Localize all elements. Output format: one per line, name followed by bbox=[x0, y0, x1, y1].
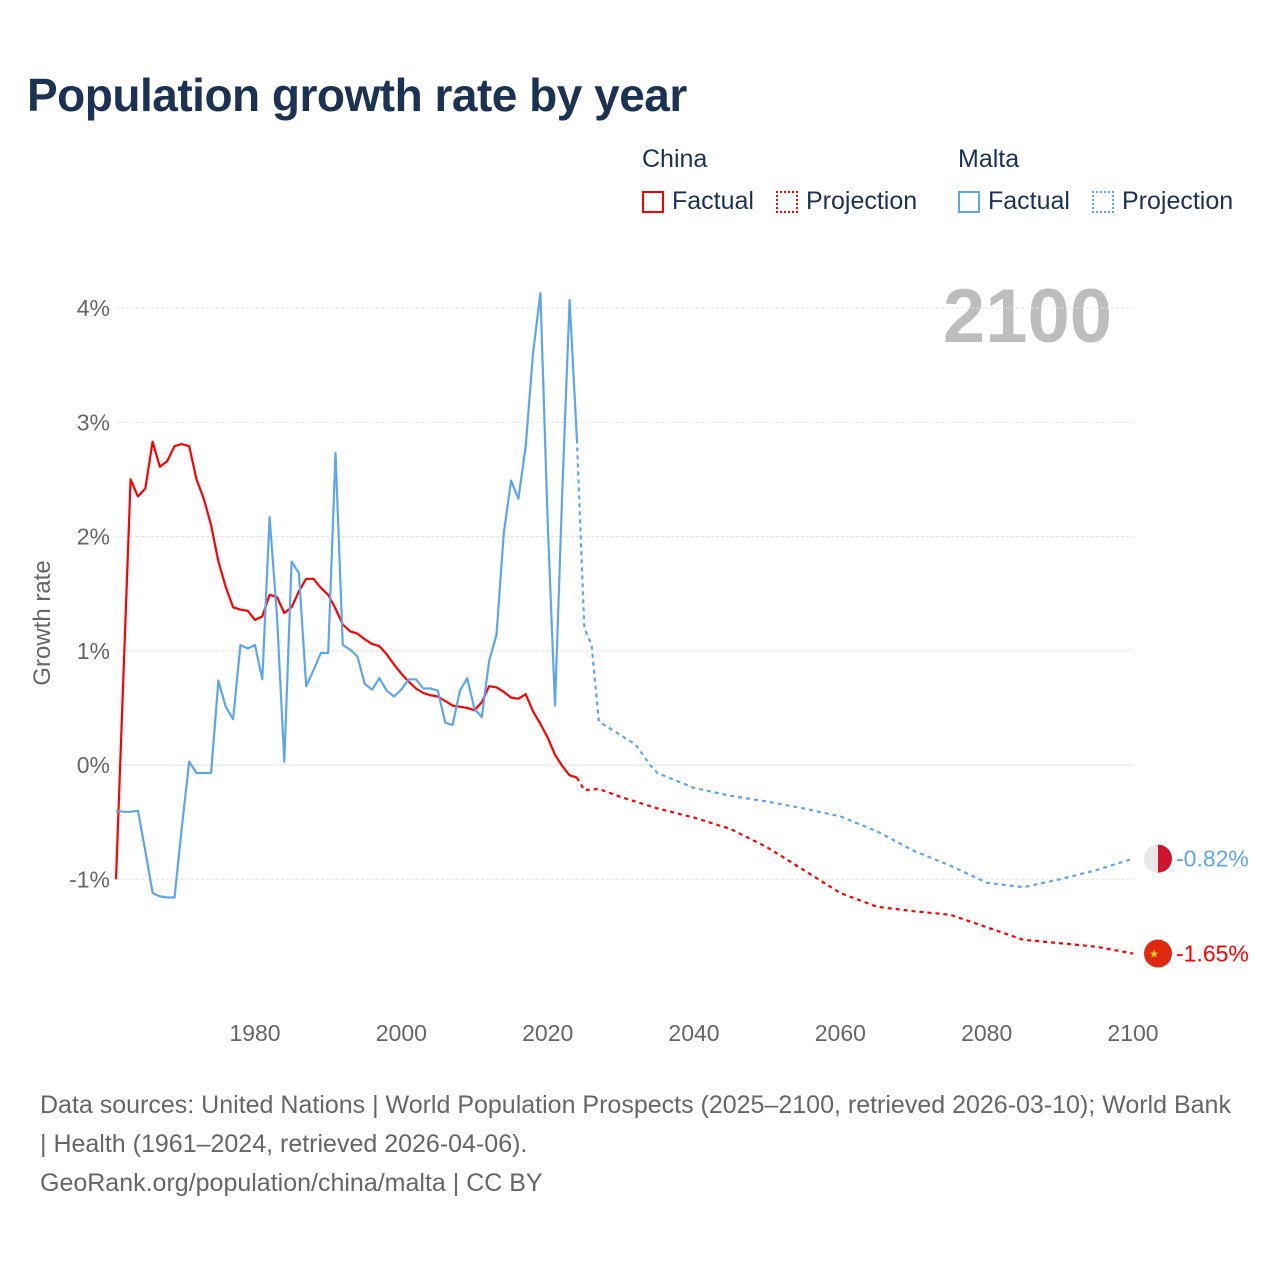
credit-link[interactable]: GeoRank.org/population/china/malta | CC … bbox=[40, 1169, 543, 1197]
data-sources: Data sources: United Nations | World Pop… bbox=[40, 1091, 1231, 1158]
china-flag-icon: ★ bbox=[1144, 939, 1172, 968]
china-factual-line bbox=[114, 440, 578, 880]
legend-malta-projection[interactable]: Projection bbox=[1092, 187, 1233, 216]
legend-label: Factual bbox=[988, 187, 1070, 215]
y-axis-label: Growth rate bbox=[29, 560, 56, 685]
x-tick-label: 2100 bbox=[1107, 1020, 1158, 1046]
legend-label: Projection bbox=[1122, 187, 1234, 215]
legend-swatch-solid bbox=[642, 190, 664, 213]
y-tick-label: 3% bbox=[77, 409, 110, 435]
star-icon: ★ bbox=[1149, 949, 1159, 961]
year-label: 2100 bbox=[943, 274, 1112, 359]
legend-label: Factual bbox=[672, 187, 754, 215]
chart-area: 2100 -1% 0% 1% 2% 3% 4% 1980 2000 2020 2040 2060 2… bbox=[29, 274, 1249, 1046]
y-tick-label: 2% bbox=[77, 524, 110, 550]
legend-group-malta: Malta bbox=[958, 145, 1020, 173]
footer: Data sources: United Nations | World Pop… bbox=[40, 1086, 1240, 1203]
legend-malta-factual[interactable]: Factual bbox=[958, 187, 1070, 216]
x-tick-label: 2000 bbox=[376, 1020, 427, 1046]
x-tick-label: 1980 bbox=[229, 1020, 280, 1046]
x-tick-label: 2020 bbox=[522, 1020, 573, 1046]
y-tick-label: 0% bbox=[77, 752, 110, 778]
legend-label: Projection bbox=[806, 187, 918, 215]
y-tick-label: 4% bbox=[77, 295, 110, 321]
chart-title: Population growth rate by year bbox=[27, 69, 687, 121]
malta-end-label: -0.82% bbox=[1176, 846, 1249, 872]
y-tick-label: -1% bbox=[69, 866, 110, 892]
x-tick-label: 2060 bbox=[815, 1020, 866, 1046]
legend-china-factual[interactable]: Factual bbox=[642, 187, 754, 216]
legend-group-china: China bbox=[642, 145, 708, 173]
china-projection-line bbox=[575, 777, 1134, 955]
x-tick-label: 2080 bbox=[961, 1020, 1012, 1046]
x-tick-label: 2040 bbox=[668, 1020, 719, 1046]
legend-swatch-solid bbox=[958, 190, 980, 213]
malta-flag-icon bbox=[1144, 844, 1172, 873]
legend-china-projection[interactable]: Projection bbox=[776, 187, 917, 216]
legend-swatch-dotted bbox=[776, 190, 798, 213]
y-tick-label: 1% bbox=[77, 638, 110, 664]
malta-projection-line bbox=[575, 439, 1134, 889]
legend-swatch-dotted bbox=[1092, 190, 1114, 213]
malta-factual-line bbox=[115, 292, 578, 899]
china-end-label: -1.65% bbox=[1176, 941, 1249, 967]
flag-red bbox=[1144, 939, 1172, 968]
flag-red-half bbox=[1158, 844, 1172, 873]
